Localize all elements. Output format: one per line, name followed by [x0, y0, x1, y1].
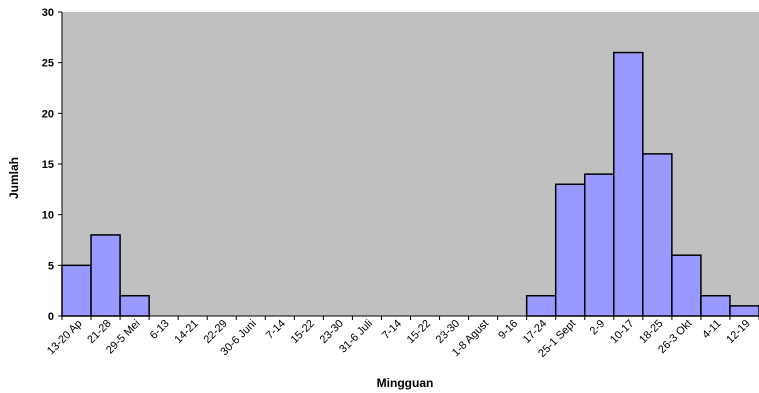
x-tick-label: 13-20 Ap [45, 318, 85, 358]
y-tick-label: 25 [42, 58, 54, 70]
x-axis-title: Mingguan [377, 376, 434, 390]
bar-22 [700, 294, 731, 317]
x-tick-label: 2-9 [588, 318, 608, 338]
bar-16 [525, 294, 557, 317]
y-tick-label: 10 [42, 210, 54, 222]
y-tick-label: 30 [42, 7, 54, 19]
x-tick-label: 9-16 [496, 318, 520, 342]
bar-20 [642, 153, 673, 317]
bar-1 [90, 234, 121, 317]
bars-group [61, 51, 759, 317]
x-tick-label: 14-21 [172, 318, 200, 346]
x-tick-label: 15-22 [289, 318, 317, 346]
bar-2 [119, 294, 150, 317]
x-tick-label: 7-14 [380, 318, 404, 342]
x-tick-label: 7-14 [264, 318, 288, 342]
x-tick-label: 12-19 [724, 318, 752, 346]
x-tick-label: 15-22 [405, 318, 433, 346]
y-ticks-group: 0 5 10 15 20 25 30 [42, 7, 62, 323]
x-tick-label: 4-11 [700, 318, 723, 341]
bar-18 [584, 173, 615, 317]
x-tick-label: 10-17 [608, 318, 636, 346]
bar-21 [671, 254, 702, 317]
y-tick-label: 20 [42, 108, 54, 120]
x-tick-label: 6-13 [148, 318, 172, 342]
bar-17 [554, 183, 586, 317]
y-axis-title: Jumlah [7, 157, 21, 199]
y-tick-label: 5 [48, 260, 54, 272]
y-tick-label: 15 [42, 159, 54, 171]
bar-23 [729, 305, 759, 317]
bar-19 [613, 51, 644, 317]
bar-0 [61, 264, 92, 317]
y-tick-label: 0 [48, 311, 54, 323]
